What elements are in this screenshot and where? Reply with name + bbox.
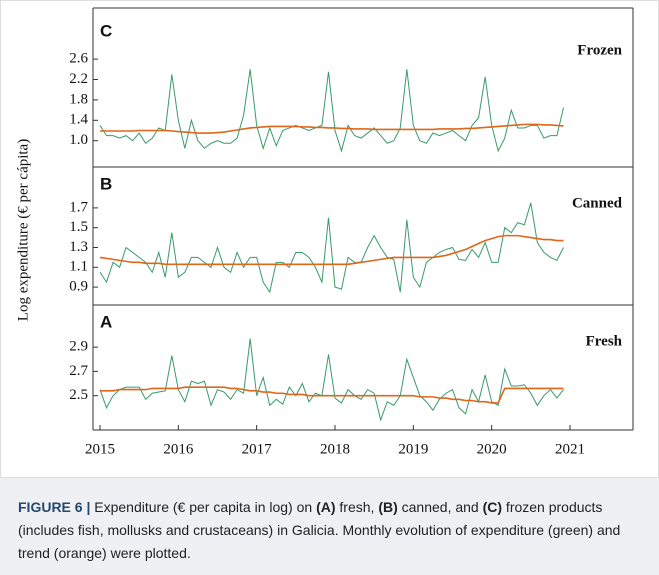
y-tick-label: 2.6	[69, 51, 88, 67]
series-line	[99, 69, 564, 153]
caption-text: (B)	[378, 499, 398, 515]
y-axis-label: Log expenditure (€ per cápita)	[15, 139, 31, 321]
series-line	[99, 202, 564, 294]
figure: Log expenditure (€ per cápita) C Frozen 1.…	[0, 0, 659, 478]
y-tick-label: 1.5	[69, 219, 88, 235]
caption-text: (A)	[316, 499, 336, 515]
y-tick-label: 2.5	[69, 387, 88, 403]
x-tick-label: 2020	[477, 441, 507, 457]
panel-letter: A	[100, 312, 112, 331]
caption-text: frozen products (includes fish, mollusks…	[18, 499, 625, 561]
x-tick-label: 2016	[163, 441, 194, 457]
panel-title: Canned	[572, 195, 623, 211]
y-tick-label: 1.0	[69, 132, 88, 148]
series-line	[99, 338, 564, 422]
series-line	[100, 123, 564, 134]
x-tick-label: 2021	[555, 441, 585, 457]
y-tick-label: 0.9	[69, 279, 88, 295]
series-line	[99, 234, 564, 266]
series-line	[100, 386, 564, 404]
caption-text: fresh,	[335, 499, 379, 515]
y-tick-label: 2.7	[69, 363, 88, 379]
x-tick-label: 2017	[242, 441, 273, 457]
x-tick-label: 2019	[398, 441, 428, 457]
x-tick-label: 2018	[320, 441, 350, 457]
panel-letter: C	[100, 21, 112, 40]
y-tick-label: 1.8	[69, 91, 88, 107]
panel-title: Fresh	[586, 333, 623, 349]
panel-title: Frozen	[577, 42, 622, 58]
x-tick-label: 2015	[85, 441, 115, 457]
caption-text: FIGURE 6 |	[18, 499, 91, 515]
caption: FIGURE 6 | Expenditure (€ per capita in …	[0, 478, 659, 575]
figure-frame	[0, 0, 659, 478]
panel-letter: B	[100, 174, 112, 193]
y-tick-label: 1.1	[69, 259, 88, 275]
y-tick-label: 2.2	[69, 71, 88, 87]
y-tick-label: 1.4	[69, 112, 88, 128]
caption-text: canned, and	[397, 499, 483, 515]
caption-text: (C)	[482, 499, 503, 515]
y-tick-label: 2.9	[69, 339, 88, 355]
y-tick-label: 1.7	[69, 199, 88, 215]
caption-text: Expenditure (€ per capita in log) on	[90, 499, 317, 515]
y-tick-label: 1.3	[69, 239, 88, 255]
